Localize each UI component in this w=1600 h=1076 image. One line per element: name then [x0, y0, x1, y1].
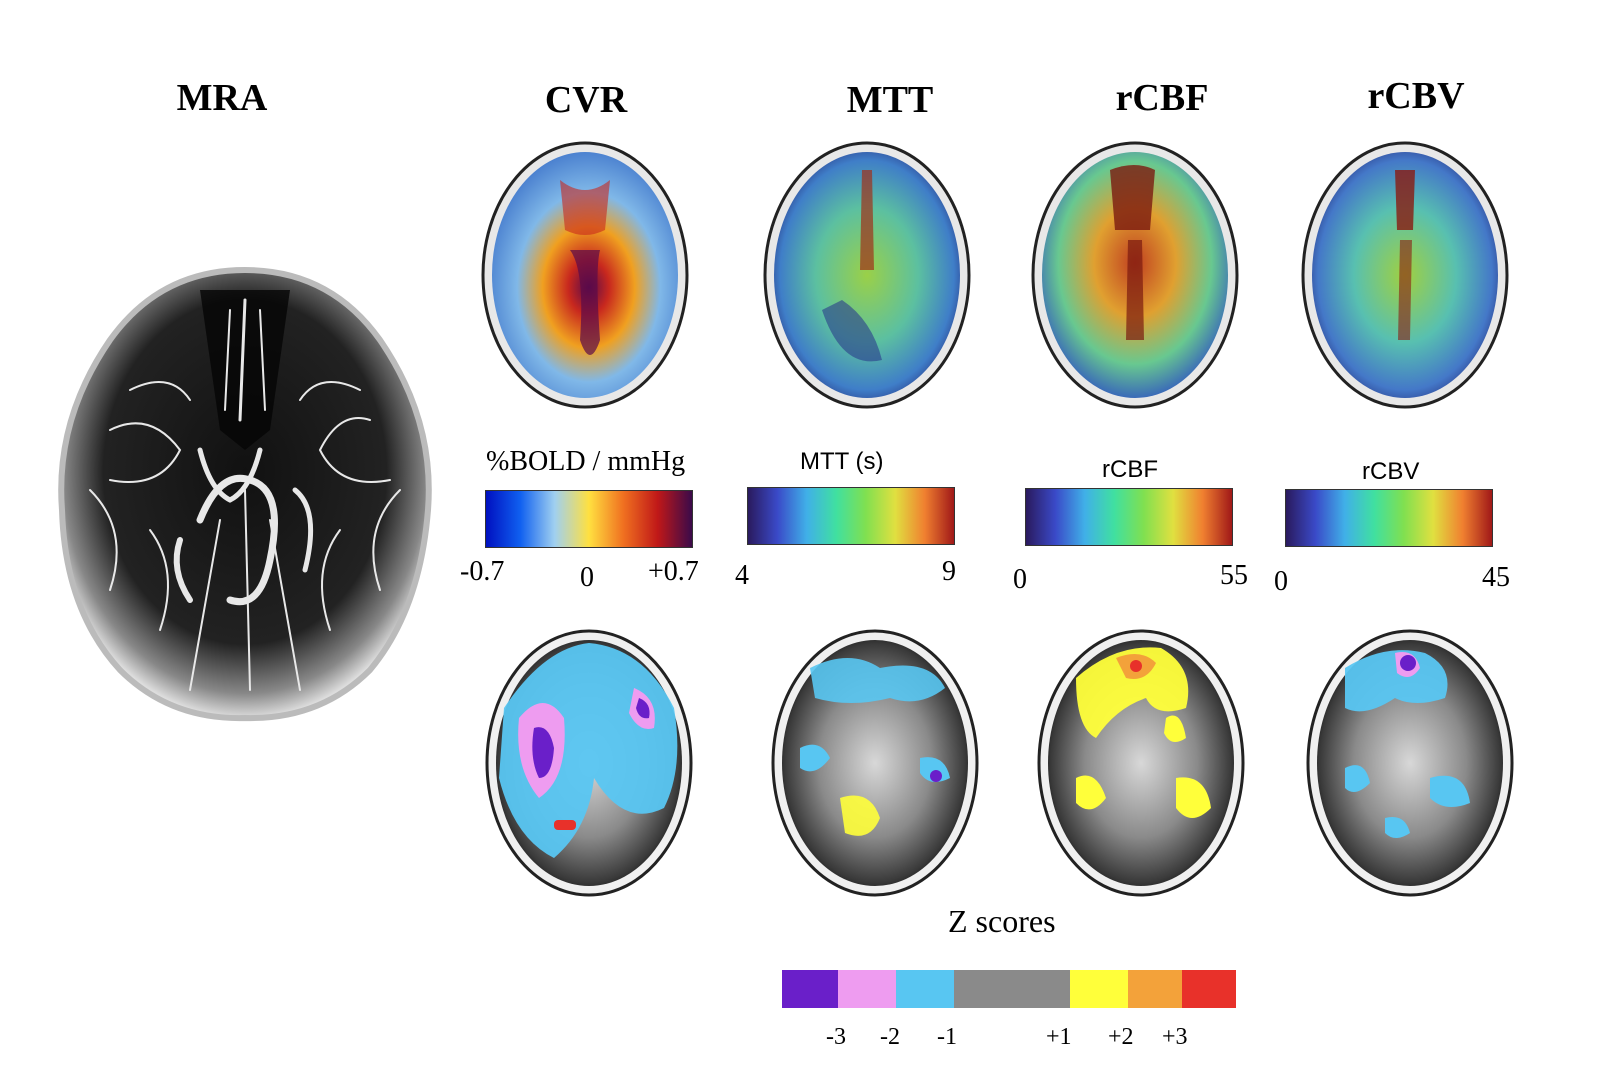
cvr-colorbar-label: %BOLD / mmHg — [486, 446, 686, 477]
zscore-cell-neg2 — [838, 970, 896, 1008]
rcbv-map-image — [1301, 141, 1509, 409]
zscore-tick-neg1: -1 — [937, 1024, 957, 1050]
zscore-tick-neg2: -2 — [880, 1024, 900, 1050]
mtt-colorbar — [747, 487, 955, 545]
rcbv-colorbar-max: 45 — [1482, 562, 1510, 593]
cvr-map-image — [481, 141, 689, 409]
mtt-colorbar-max: 9 — [942, 556, 956, 587]
zscore-cell-neutral — [954, 970, 1070, 1008]
cvr-colorbar — [485, 490, 693, 548]
mra-angiogram-image — [58, 266, 432, 722]
rcbv-colorbar-label: rCBV — [1362, 458, 1420, 485]
zscore-cell-neg3 — [782, 970, 838, 1008]
rcbf-colorbar-max: 55 — [1220, 560, 1248, 591]
mtt-zscore-map-image — [771, 629, 979, 897]
zscore-tick-pos2: +2 — [1108, 1024, 1134, 1050]
title-mra: MRA — [176, 77, 268, 119]
title-rcbf: rCBF — [1115, 77, 1209, 119]
zscore-tick-pos1: +1 — [1046, 1024, 1072, 1050]
title-rcbv: rCBV — [1367, 75, 1465, 117]
cvr-colorbar-min: -0.7 — [460, 556, 505, 587]
rcbf-zscore-map-image — [1037, 629, 1245, 897]
zscore-cell-pos1 — [1070, 970, 1128, 1008]
cvr-zscore-map-image — [485, 629, 693, 897]
rcbv-zscore-map-image — [1306, 629, 1514, 897]
rcbf-colorbar — [1025, 488, 1233, 546]
zscore-cell-neg1 — [896, 970, 954, 1008]
rcbf-colorbar-min: 0 — [1013, 564, 1027, 595]
cvr-colorbar-mid: 0 — [580, 562, 594, 593]
zscore-cell-pos3 — [1182, 970, 1236, 1008]
rcbv-colorbar — [1285, 489, 1493, 547]
mtt-colorbar-min: 4 — [735, 560, 749, 591]
mtt-colorbar-label: MTT (s) — [800, 448, 884, 475]
rcbf-map-image — [1031, 141, 1239, 409]
title-mtt: MTT — [846, 79, 934, 121]
title-cvr: CVR — [544, 79, 628, 121]
cvr-colorbar-max: +0.7 — [648, 556, 699, 587]
zscore-tick-neg3: -3 — [826, 1024, 846, 1050]
zscores-label: Z scores — [948, 903, 1056, 939]
zscore-tick-pos3: +3 — [1162, 1024, 1188, 1050]
mtt-map-image — [763, 141, 971, 409]
zscore-cell-pos2 — [1128, 970, 1182, 1008]
rcbv-colorbar-min: 0 — [1274, 566, 1288, 597]
rcbf-colorbar-label: rCBF — [1102, 456, 1158, 483]
